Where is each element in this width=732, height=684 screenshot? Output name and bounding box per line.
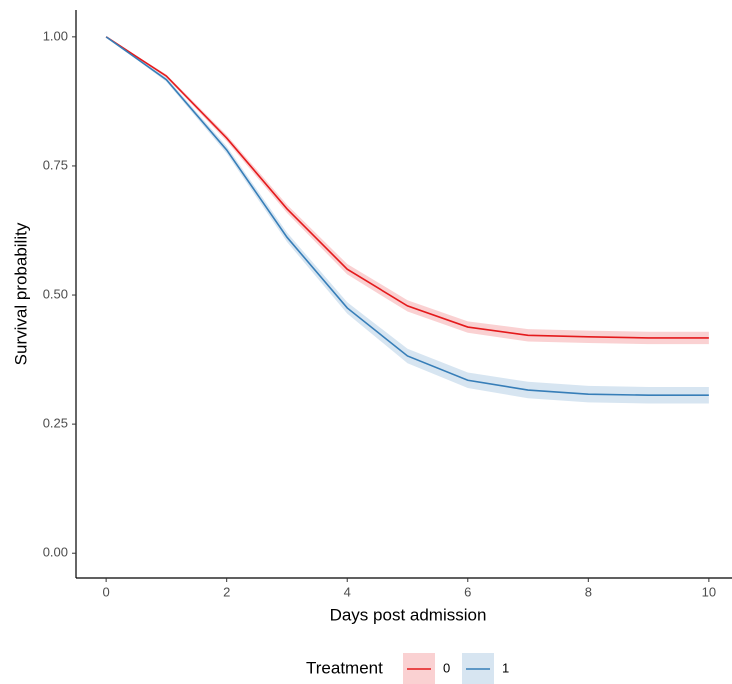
y-tick-label: 0.25	[43, 416, 68, 431]
x-tick-label: 4	[344, 584, 351, 599]
x-axis-title: Days post admission	[330, 605, 487, 624]
y-tick-label: 0.75	[43, 157, 68, 172]
x-tick-label: 10	[702, 584, 716, 599]
confidence-band	[106, 36, 709, 345]
legend-title: Treatment	[306, 658, 383, 677]
confidence-band	[106, 36, 709, 404]
y-tick-label: 1.00	[43, 28, 68, 43]
x-tick-label: 6	[464, 584, 471, 599]
legend-label: 1	[502, 660, 509, 675]
x-tick-label: 0	[103, 584, 110, 599]
legend-label: 0	[443, 660, 450, 675]
survival-line	[105, 36, 709, 397]
x-tick-label: 2	[223, 584, 230, 599]
y-tick-label: 0.50	[43, 286, 68, 301]
y-axis-title: Survival probability	[11, 222, 30, 365]
y-tick-label: 0.00	[43, 545, 68, 560]
x-tick-label: 8	[585, 584, 592, 599]
survival-line	[105, 36, 709, 339]
